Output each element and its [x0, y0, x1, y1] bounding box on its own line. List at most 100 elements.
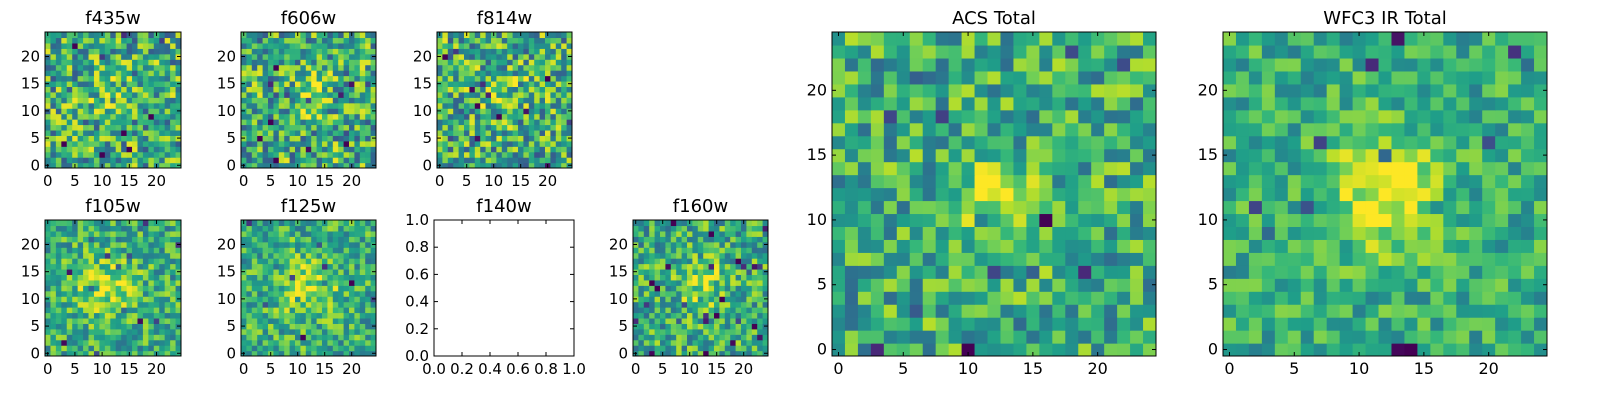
heatmap-cell: [670, 339, 677, 346]
heatmap-cell: [110, 252, 117, 259]
heatmap-cell: [534, 53, 541, 60]
heatmap-cell: [735, 236, 742, 243]
heatmap-cell: [142, 285, 149, 292]
heatmap-cell: [77, 48, 84, 55]
heatmap-cell: [464, 59, 470, 66]
heatmap-cell: [496, 129, 503, 136]
heatmap-cell: [681, 345, 688, 352]
heatmap-cell: [1430, 304, 1444, 318]
heatmap-cell: [365, 317, 372, 324]
heatmap-cell: [649, 350, 656, 356]
heatmap-cell: [332, 279, 339, 286]
heatmap-cell: [370, 86, 376, 93]
heatmap-cell: [349, 59, 355, 66]
heatmap-cell: [458, 151, 465, 158]
heatmap-cell: [300, 296, 307, 303]
heatmap-cell: [99, 59, 106, 66]
heatmap-cell: [730, 323, 737, 330]
heatmap-cell: [832, 304, 846, 318]
heatmap-cell: [359, 129, 366, 136]
heatmap-cell: [359, 220, 366, 227]
heatmap-cell: [88, 339, 95, 346]
heatmap-cell: [55, 334, 62, 341]
heatmap-cell: [496, 59, 503, 66]
heatmap-cell: [724, 220, 731, 227]
heatmap-cell: [137, 220, 144, 227]
heatmap-cell: [654, 258, 661, 265]
heatmap-cell: [1378, 343, 1393, 356]
heatmap-cell: [343, 301, 350, 308]
heatmap-cell: [534, 102, 541, 109]
heatmap-cell: [757, 258, 764, 265]
heatmap-cell: [332, 119, 339, 126]
heatmap-cell: [257, 285, 264, 292]
heatmap-cell: [469, 86, 476, 93]
heatmap-cell: [153, 53, 160, 60]
heatmap-cell: [480, 113, 487, 120]
heatmap-cell: [77, 290, 84, 297]
heatmap-cell: [654, 225, 661, 232]
heatmap-cell: [284, 59, 291, 66]
heatmap-cell: [697, 334, 704, 341]
heatmap-cell: [1443, 304, 1457, 318]
heatmap-cell: [1130, 109, 1144, 124]
heatmap-cell: [159, 220, 166, 227]
heatmap-cell: [126, 157, 133, 164]
heatmap-cell: [262, 220, 269, 227]
heatmap-cell: [72, 113, 79, 120]
heatmap-cell: [137, 312, 144, 319]
heatmap-cell: [99, 91, 106, 98]
heatmap-cell: [251, 42, 258, 49]
heatmap-cell: [724, 323, 731, 330]
heatmap-cell: [137, 48, 144, 55]
heatmap-cell: [719, 247, 726, 254]
heatmap-cell: [164, 247, 171, 254]
heatmap-cell: [66, 301, 73, 308]
heatmap-cell: [289, 91, 296, 98]
heatmap-cell: [268, 37, 274, 44]
heatmap-cell: [278, 323, 285, 330]
heatmap-cell: [512, 53, 519, 60]
heatmap-cell: [153, 129, 160, 136]
heatmap-cell: [1326, 213, 1341, 227]
heatmap-cell: [1117, 330, 1131, 344]
heatmap-cell: [550, 140, 557, 147]
heatmap-cell: [153, 241, 160, 248]
heatmap-cell: [365, 258, 372, 265]
heatmap-cell: [1300, 317, 1315, 331]
heatmap-cell: [1143, 83, 1156, 98]
heatmap-cell: [99, 146, 106, 153]
heatmap-cell: [327, 247, 334, 254]
heatmap-cell: [909, 187, 924, 202]
heatmap-cell: [300, 70, 307, 77]
heatmap-cell: [365, 70, 372, 77]
heatmap-cell: [332, 59, 339, 66]
heatmap-cell: [322, 247, 328, 254]
heatmap-cell: [746, 220, 753, 227]
heatmap-cell: [857, 200, 872, 215]
heatmap-cell: [132, 157, 139, 164]
heatmap-cell: [246, 70, 253, 77]
heatmap-cell: [354, 334, 361, 341]
heatmap-cell: [365, 290, 372, 297]
heatmap-cell: [268, 225, 274, 232]
heatmap-cell: [316, 42, 323, 49]
heatmap-cell: [1521, 187, 1535, 202]
heatmap-cell: [93, 290, 100, 297]
heatmap-cell: [305, 80, 312, 87]
heatmap-cell: [164, 151, 171, 158]
heatmap-cell: [1078, 226, 1092, 240]
heatmap-cell: [343, 146, 350, 153]
heatmap-cell: [104, 328, 111, 335]
heatmap-cell: [257, 102, 264, 109]
heatmap-cell: [719, 241, 726, 248]
heatmap-cell: [72, 86, 79, 93]
heatmap-cell: [638, 290, 645, 297]
heatmap-cell: [55, 247, 62, 254]
heatmap-cell: [496, 91, 503, 98]
heatmap-cell: [518, 70, 524, 77]
heatmap-cell: [870, 161, 885, 176]
heatmap-cell: [327, 119, 334, 126]
heatmap-cell: [708, 317, 715, 324]
heatmap-cell: [453, 53, 460, 60]
